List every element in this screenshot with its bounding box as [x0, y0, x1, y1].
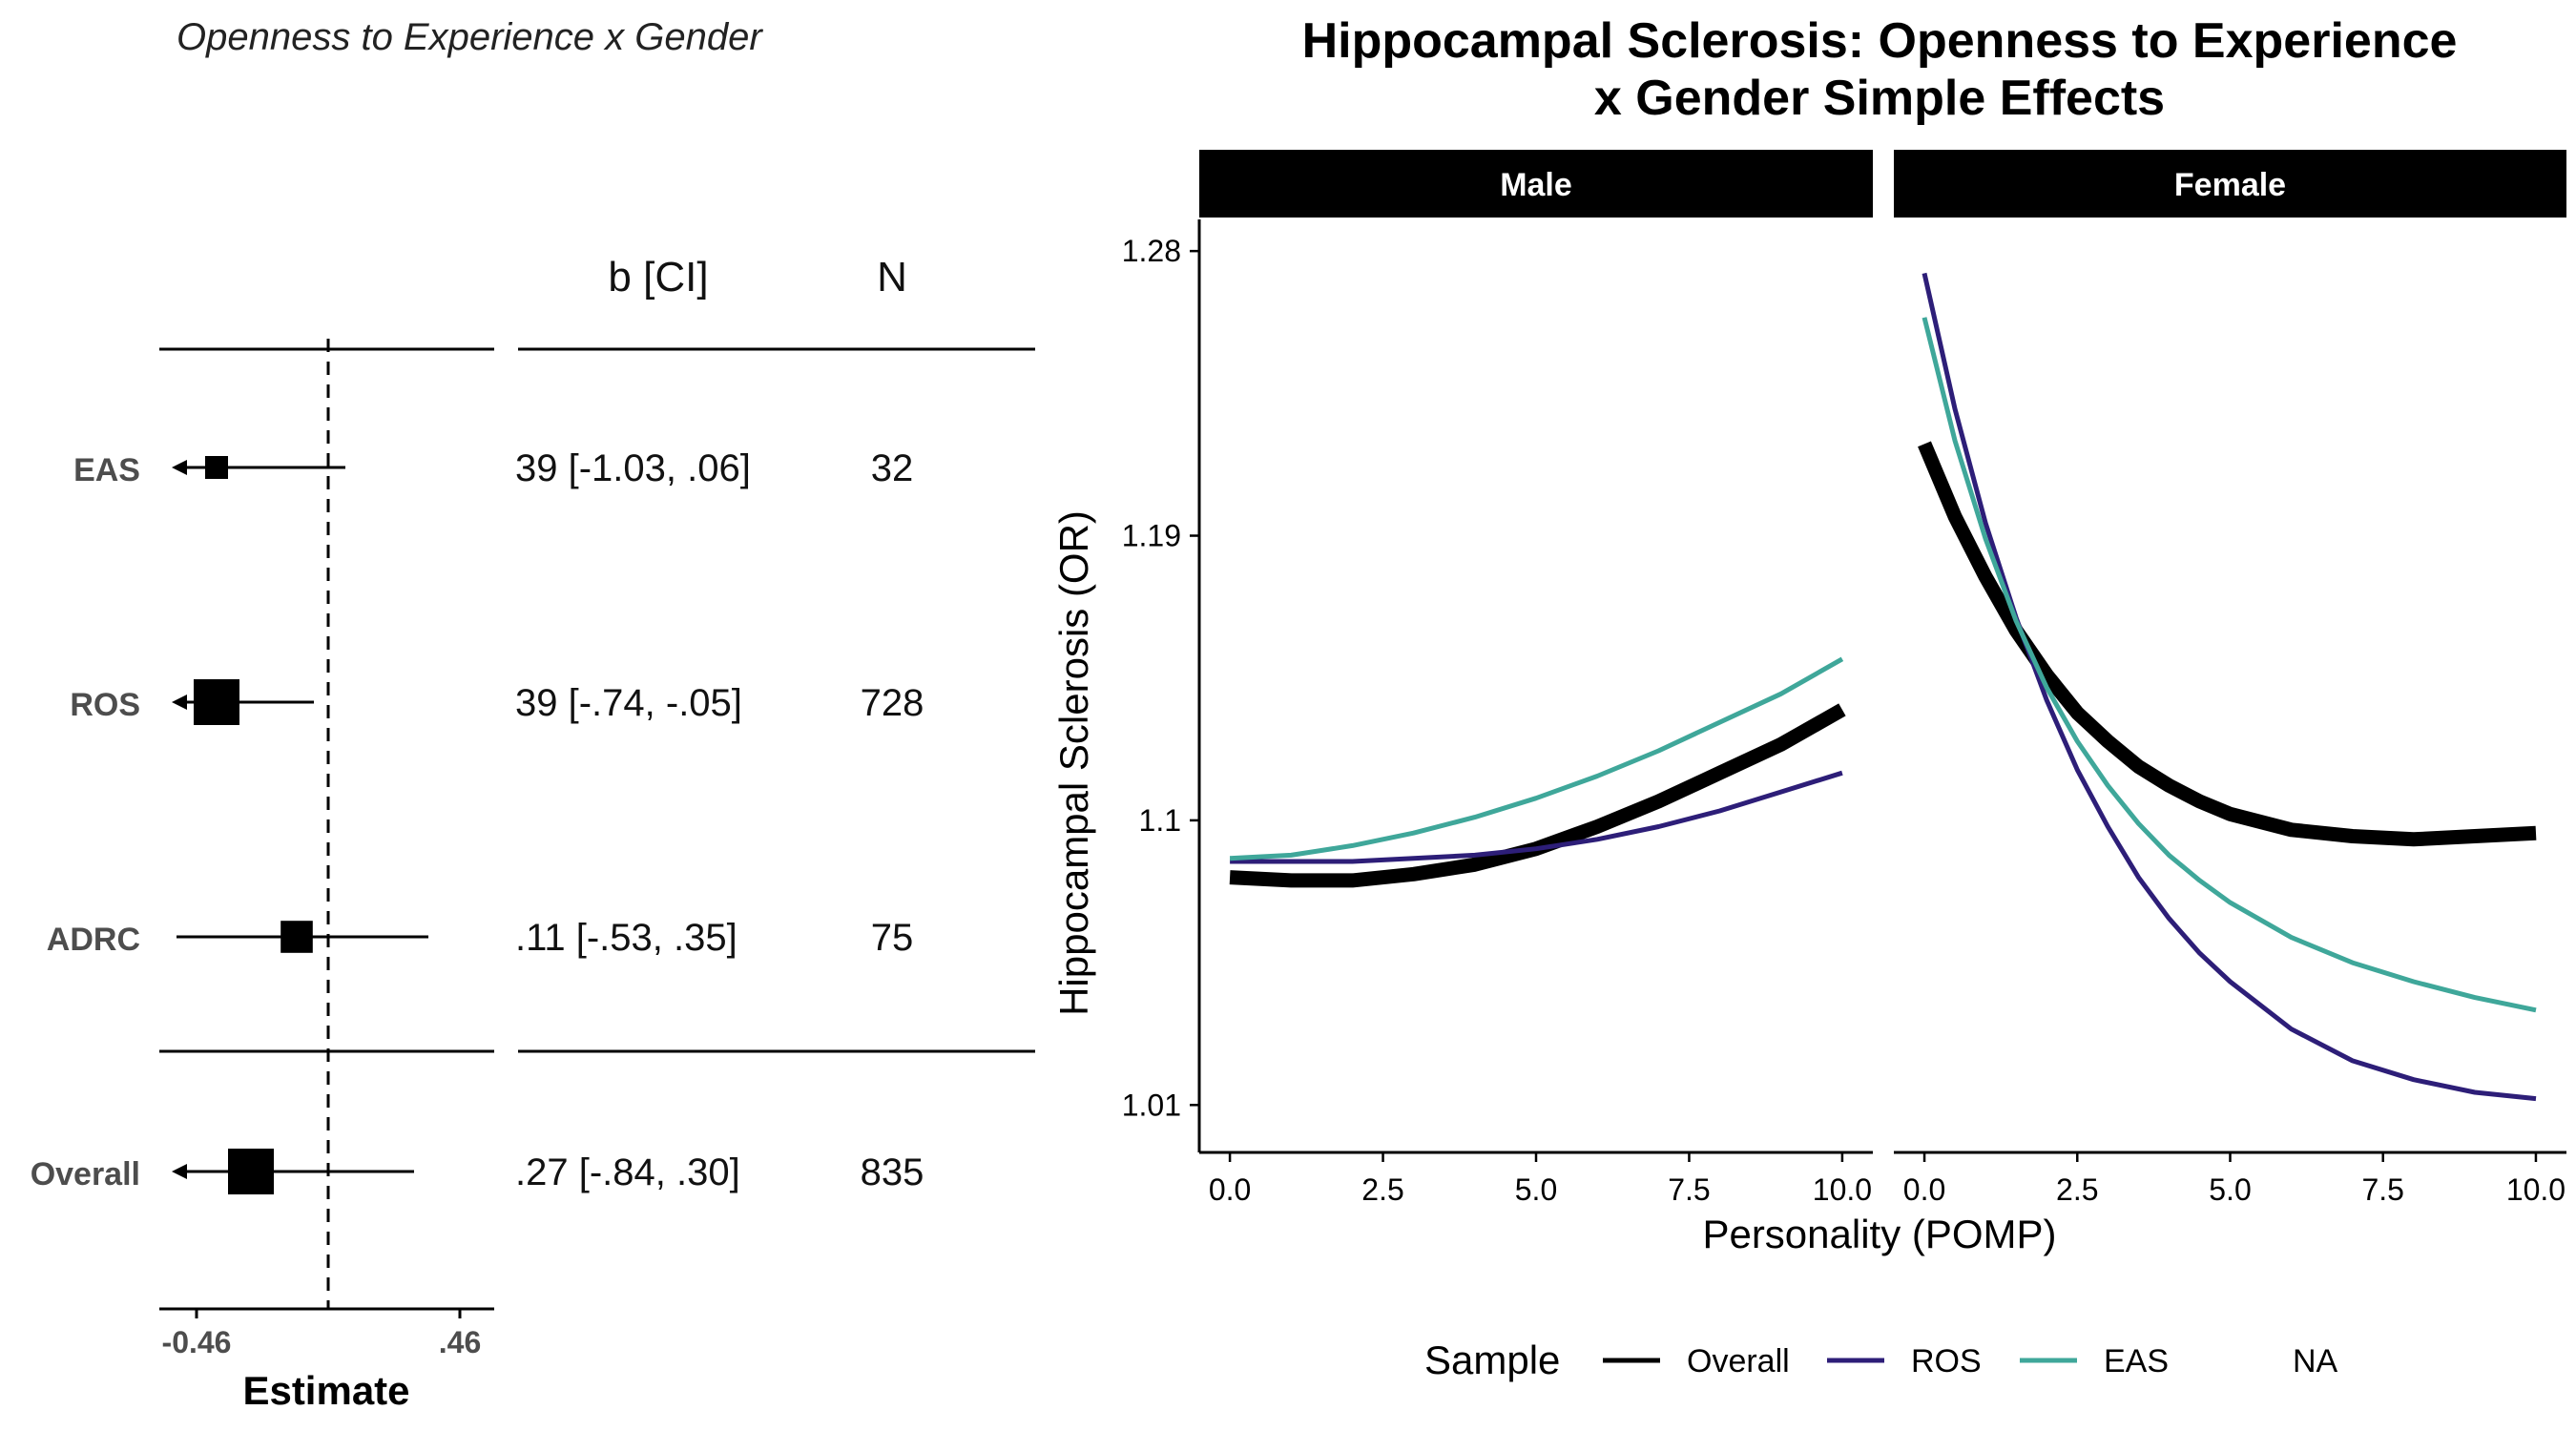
forest-tick-label: .46 — [439, 1325, 481, 1359]
facet-panel-male: Male 0.0 2.5 5.0 7.5 10.0 — [1199, 150, 1873, 1207]
x-tick-label: 0.0 — [1903, 1172, 1945, 1207]
forest-row-ros: ROS 39 [-.74, -.05] 728 — [70, 679, 924, 725]
x-tick-label: 5.0 — [2209, 1172, 2251, 1207]
legend: Sample Overall ROS EAS NA — [1424, 1338, 2338, 1382]
legend-label: EAS — [2104, 1343, 2169, 1379]
y-tick-label: 1.01 — [1122, 1088, 1181, 1122]
point-estimate — [228, 1149, 274, 1194]
forest-x-label: Estimate — [242, 1368, 409, 1413]
forest-row-label: ROS — [70, 687, 140, 723]
ci-truncation-arrow — [172, 695, 187, 710]
n-text: 32 — [871, 447, 914, 489]
point-estimate — [194, 679, 239, 725]
forest-row-adrc: ADRC .11 [-.53, .35] 75 — [47, 917, 913, 959]
facet-strip-label: Male — [1500, 167, 1572, 203]
n-text: 728 — [861, 682, 924, 724]
facet-strip-label: Female — [2174, 167, 2286, 203]
column-header-b-ci: b [CI] — [608, 254, 708, 301]
legend-entry-overall: Overall — [1603, 1343, 1790, 1379]
x-tick-label: 7.5 — [2361, 1172, 2403, 1207]
forest-ticks: -0.46 .46 — [162, 1309, 481, 1359]
series-line-ros — [1230, 770, 1843, 864]
b-ci-text: .11 [-.53, .35] — [515, 917, 737, 959]
forest-plot: Openness to Experience x Gender b [CI] N… — [31, 16, 1035, 1413]
legend-label: ROS — [1911, 1343, 1982, 1379]
forest-row-label: Overall — [31, 1156, 140, 1192]
chart-title-line-1: Hippocampal Sclerosis: Openness to Exper… — [1302, 13, 2458, 69]
series-line-ros — [1922, 272, 2537, 1102]
column-header-n: N — [877, 254, 907, 301]
legend-label: NA — [2293, 1343, 2338, 1379]
ci-truncation-arrow — [172, 460, 187, 475]
b-ci-text: 39 [-1.03, .06] — [515, 447, 751, 489]
b-ci-text: .27 [-.84, .30] — [515, 1151, 740, 1193]
legend-entry-ros: ROS — [1827, 1343, 1982, 1379]
y-axis-label: Hippocampal Sclerosis (OR) — [1051, 510, 1096, 1016]
b-ci-text: 39 [-.74, -.05] — [515, 682, 742, 724]
x-tick-label: 5.0 — [1515, 1172, 1557, 1207]
x-tick-label: 0.0 — [1209, 1172, 1251, 1207]
ci-truncation-arrow — [172, 1164, 187, 1179]
facet-panel-female: Female 0.0 2.5 5.0 7.5 10.0 — [1894, 150, 2566, 1207]
x-tick-label: 10.0 — [1813, 1172, 1872, 1207]
facet-strip — [1199, 150, 1873, 218]
series-line-eas — [1229, 656, 1844, 861]
x-tick-label: 10.0 — [2506, 1172, 2566, 1207]
facet-panels: Male 0.0 2.5 5.0 7.5 10.0 Female 0.0 2.5 5.0 7.5 10… — [1199, 150, 2566, 1207]
n-text: 75 — [871, 917, 914, 959]
forest-row-eas: EAS 39 [-1.03, .06] 32 — [73, 447, 913, 489]
series-line-overall — [1918, 441, 2537, 847]
x-axis-label: Personality (POMP) — [1702, 1212, 2056, 1256]
facet-strip — [1894, 150, 2566, 218]
n-text: 835 — [861, 1151, 924, 1193]
x-tick-label: 2.5 — [2056, 1172, 2098, 1207]
legend-entry-na: NA — [2293, 1343, 2338, 1379]
forest-row-label: ADRC — [47, 922, 140, 958]
legend-entry-eas: EAS — [2020, 1343, 2169, 1379]
forest-row-label: EAS — [73, 452, 140, 488]
legend-title: Sample — [1424, 1338, 1560, 1382]
y-tick-label: 1.28 — [1122, 234, 1181, 268]
forest-rows: EAS 39 [-1.03, .06] 32 ROS 39 [-.74, -.05] 72… — [31, 447, 924, 1194]
forest-title: Openness to Experience x Gender — [177, 16, 763, 58]
series-line-eas — [1922, 317, 2537, 1013]
legend-label: Overall — [1687, 1343, 1790, 1379]
x-tick-label: 2.5 — [1361, 1172, 1403, 1207]
y-tick-label: 1.19 — [1122, 519, 1181, 553]
forest-tick-label: -0.46 — [162, 1325, 232, 1359]
line-chart: Hippocampal Sclerosis: Openness to Exper… — [1051, 13, 2566, 1382]
y-tick-label: 1.1 — [1139, 803, 1181, 838]
forest-row-overall: Overall .27 [-.84, .30] 835 — [31, 1149, 924, 1194]
y-axis: 1.01 1.1 1.19 1.28 — [1122, 219, 1201, 1152]
x-tick-label: 7.5 — [1668, 1172, 1710, 1207]
point-estimate — [280, 921, 313, 953]
chart-title-line-2: x Gender Simple Effects — [1594, 71, 2165, 126]
point-estimate — [205, 456, 228, 479]
